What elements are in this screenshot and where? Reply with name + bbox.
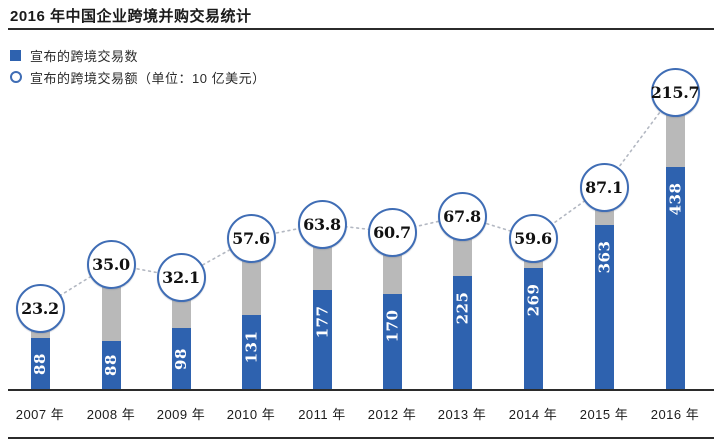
- count-bar: [171, 328, 191, 389]
- amount-circle-value: 87.1: [585, 177, 623, 197]
- count-bar: [452, 276, 472, 389]
- x-axis-label: 2008 年: [86, 407, 136, 422]
- count-value: 98: [172, 347, 190, 370]
- count-value: 363: [595, 240, 613, 274]
- amount-circle: 23.2: [15, 283, 65, 333]
- x-axis-label: 2014 年: [508, 407, 558, 422]
- count-value: 177: [313, 305, 331, 339]
- count-bar-label: 131: [242, 317, 261, 377]
- amount-circle-value: 32.1: [162, 267, 200, 287]
- count-bar: [594, 225, 614, 389]
- count-bar-label: 225: [453, 278, 472, 338]
- legend-item-count: 宣布的跨境交易数: [10, 44, 266, 66]
- count-bar: [382, 294, 402, 389]
- legend: 宣布的跨境交易数 宣布的跨境交易额（单位：10 亿美元）: [10, 44, 266, 88]
- amount-circle-value: 59.6: [514, 228, 552, 248]
- legend-label: 宣布的跨境交易额（单位：10 亿美元）: [30, 70, 266, 86]
- amount-circle-value: 57.6: [232, 228, 270, 248]
- amount-circle: 87.1: [579, 162, 629, 212]
- count-value: 438: [666, 182, 684, 216]
- count-bar: [30, 338, 50, 389]
- amount-circle: 59.6: [508, 213, 558, 263]
- amount-circle: 35.0: [86, 239, 136, 289]
- count-bar-label: 98: [172, 330, 191, 387]
- x-axis-label: 2015 年: [579, 407, 629, 422]
- x-axis-label: 2012 年: [367, 407, 417, 422]
- x-axis-label: 2010 年: [226, 407, 276, 422]
- count-bar: [665, 167, 685, 389]
- count-bar-label: 438: [666, 169, 685, 229]
- count-bar: [523, 268, 543, 389]
- count-value: 131: [242, 330, 260, 364]
- amount-circle-value: 67.8: [443, 206, 481, 226]
- count-bar: [312, 290, 332, 389]
- amount-circle-value: 63.8: [303, 214, 341, 234]
- circle-marker-icon: [10, 71, 22, 83]
- count-bar-label: 269: [524, 270, 543, 330]
- count-value: 170: [383, 309, 401, 343]
- count-bar-label: 177: [313, 292, 332, 352]
- count-value: 225: [453, 291, 471, 325]
- bottom-border-line: [8, 437, 714, 439]
- amount-circle: 60.7: [367, 207, 417, 257]
- count-bar-label: 363: [595, 227, 614, 287]
- title-divider: [8, 28, 714, 30]
- x-axis-label: 2013 年: [437, 407, 487, 422]
- amount-circle: 32.1: [156, 252, 206, 302]
- amount-circle-value: 35.0: [92, 254, 130, 274]
- count-value: 88: [31, 352, 49, 375]
- x-axis-line: [8, 389, 714, 391]
- amount-circle-value: 23.2: [21, 298, 59, 318]
- count-value: 269: [524, 283, 542, 317]
- count-bar-label: 88: [31, 340, 50, 387]
- legend-item-amount: 宣布的跨境交易额（单位：10 亿美元）: [10, 66, 266, 88]
- x-axis-label: 2009 年: [156, 407, 206, 422]
- amount-circle: 67.8: [437, 191, 487, 241]
- amount-circle: 57.6: [226, 213, 276, 263]
- x-axis-label: 2011 年: [298, 407, 346, 422]
- count-bar-label: 88: [102, 343, 121, 387]
- amount-circle: 215.7: [650, 67, 700, 117]
- count-value: 88: [102, 354, 120, 376]
- count-bar-label: 170: [383, 296, 402, 356]
- dotted-connector-path: [39, 91, 676, 309]
- amount-circle-value: 60.7: [373, 222, 411, 242]
- legend-label: 宣布的跨境交易数: [30, 48, 139, 64]
- count-bar: [241, 315, 261, 389]
- x-axis-label: 2007 年: [15, 407, 65, 422]
- count-bar: [101, 341, 121, 389]
- amount-circle: 63.8: [297, 199, 347, 249]
- bar-swatch-icon: [10, 49, 21, 61]
- chart-title: 2016 年中国企业跨境并购交易统计: [10, 8, 252, 25]
- x-axis-label: 2016 年: [650, 407, 700, 422]
- amount-circle-value: 215.7: [650, 82, 700, 102]
